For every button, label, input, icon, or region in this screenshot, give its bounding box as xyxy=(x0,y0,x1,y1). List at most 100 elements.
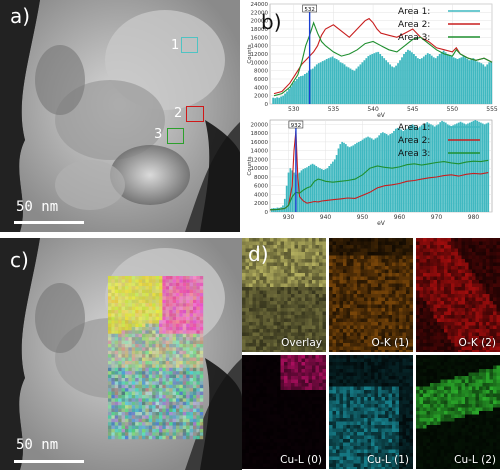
map-pixel xyxy=(336,297,340,301)
map-pixel xyxy=(256,355,260,359)
map-pixel xyxy=(346,273,350,277)
overlay-pixel xyxy=(199,337,204,341)
map-pixel xyxy=(486,269,490,273)
map-pixel xyxy=(277,386,281,390)
overlay-pixel xyxy=(176,371,180,375)
map-pixel xyxy=(298,269,302,273)
map-pixel xyxy=(315,428,319,432)
map-pixel xyxy=(287,365,291,369)
map-pixel xyxy=(263,439,267,443)
area-1-bar xyxy=(378,135,380,212)
map-pixel xyxy=(291,428,295,432)
map-pixel xyxy=(245,325,249,329)
overlay-pixel xyxy=(165,276,170,280)
map-pixel xyxy=(426,339,430,343)
map-pixel xyxy=(280,350,284,352)
overlay-pixel xyxy=(128,299,132,304)
map-pixel xyxy=(287,449,291,453)
map-pixel xyxy=(332,294,336,298)
map-pixel xyxy=(298,329,302,333)
map-pixel xyxy=(339,245,343,249)
overlay-pixel xyxy=(131,425,136,429)
map-pixel xyxy=(402,346,406,350)
overlay-pixel xyxy=(135,289,139,293)
overlay-pixel xyxy=(193,429,197,433)
map-pixel xyxy=(416,304,420,308)
map-pixel xyxy=(256,460,260,464)
map-pixel xyxy=(249,329,253,333)
map-pixel xyxy=(360,294,364,298)
map-pixel xyxy=(350,308,354,312)
map-pixel xyxy=(301,339,305,343)
map-pixel xyxy=(447,287,451,291)
map-pixel xyxy=(259,355,263,359)
y-axis-label: Counts xyxy=(247,44,253,63)
map-pixel xyxy=(291,453,295,457)
overlay-pixel xyxy=(155,347,159,351)
map-pixel xyxy=(395,332,399,336)
area-1-bar xyxy=(379,54,382,104)
overlay-pixel xyxy=(138,354,142,358)
map-pixel xyxy=(273,301,277,305)
map-pixel xyxy=(430,276,434,280)
overlay-pixel xyxy=(118,357,122,361)
map-pixel xyxy=(280,262,284,266)
map-pixel xyxy=(291,280,295,284)
overlay-pixel xyxy=(128,435,132,440)
map-pixel xyxy=(392,255,396,259)
map-pixel xyxy=(346,297,350,301)
map-pixel xyxy=(465,325,469,329)
map-pixel xyxy=(468,332,472,336)
overlay-pixel xyxy=(176,422,180,426)
overlay-pixel xyxy=(165,378,170,382)
map-pixel xyxy=(430,301,434,305)
map-pixel xyxy=(343,280,347,284)
map-pixel xyxy=(357,343,361,347)
map-pixel xyxy=(353,329,357,333)
map-pixel xyxy=(294,400,298,404)
map-pixel xyxy=(273,442,277,446)
map-pixel xyxy=(489,322,493,326)
map-pixel xyxy=(284,386,288,390)
overlay-pixel xyxy=(155,316,159,321)
overlay-pixel xyxy=(179,296,183,300)
map-pixel xyxy=(367,311,371,315)
tile-caption: O-K (2) xyxy=(458,337,496,349)
map-pixel xyxy=(252,301,256,305)
overlay-pixel xyxy=(114,279,119,283)
map-pixel xyxy=(409,294,413,298)
overlay-pixel xyxy=(169,432,173,436)
map-pixel xyxy=(305,439,309,443)
overlay-pixel xyxy=(131,293,136,297)
map-pixel xyxy=(252,355,256,359)
map-pixel xyxy=(343,241,347,245)
map-pixel xyxy=(357,287,361,291)
overlay-pixel xyxy=(186,367,190,372)
map-pixel xyxy=(444,329,448,333)
overlay-pixel xyxy=(118,327,122,331)
overlay-pixel xyxy=(176,412,180,416)
map-pixel xyxy=(364,343,368,347)
map-pixel xyxy=(360,301,364,305)
map-pixel xyxy=(385,238,389,242)
map-pixel xyxy=(406,283,410,287)
map-pixel xyxy=(287,379,291,383)
overlay-pixel xyxy=(148,354,153,358)
overlay-pixel xyxy=(179,395,183,399)
map-pixel xyxy=(263,287,267,291)
overlay-pixel xyxy=(108,367,112,372)
overlay-pixel xyxy=(138,405,142,409)
map-pixel xyxy=(475,241,479,245)
map-pixel xyxy=(259,273,263,277)
map-pixel xyxy=(458,276,462,280)
map-pixel xyxy=(245,343,249,347)
map-pixel xyxy=(426,336,430,340)
map-pixel xyxy=(322,346,326,350)
map-pixel xyxy=(409,358,413,362)
map-pixel xyxy=(245,311,249,315)
overlay-pixel xyxy=(108,408,112,412)
overlay-pixel xyxy=(165,415,170,419)
overlay-pixel xyxy=(189,415,193,419)
map-pixel xyxy=(252,369,256,373)
map-pixel xyxy=(444,346,448,350)
